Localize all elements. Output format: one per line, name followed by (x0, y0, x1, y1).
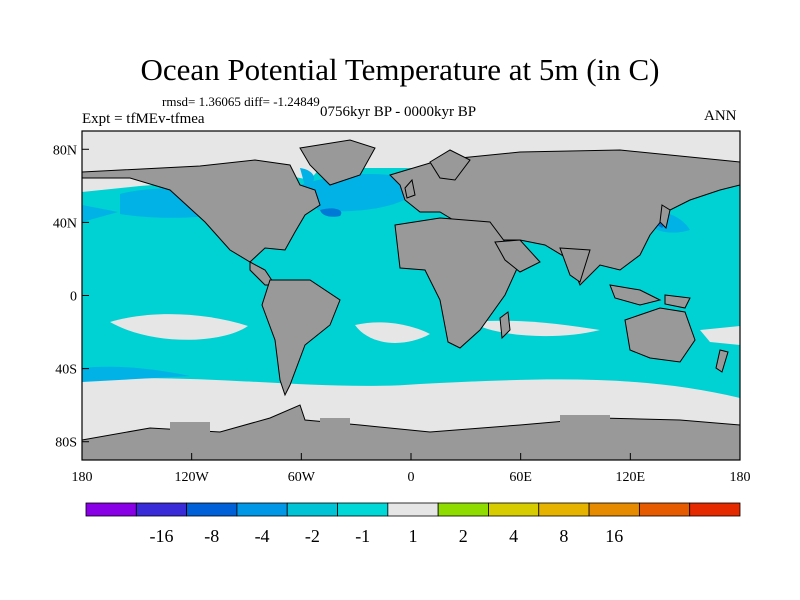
south-pacific-neutral (110, 314, 248, 340)
south-pacific-lightblue (82, 366, 190, 382)
experiment-label: Expt = tfMEv-tfmea (82, 111, 205, 127)
land-new-guinea (664, 294, 691, 309)
colorbar-box (85, 502, 137, 517)
map-plot-area (82, 131, 740, 460)
land-new-zealand (715, 349, 729, 373)
land-eurasia (389, 149, 740, 286)
colorbar-label: 4 (509, 526, 518, 546)
colorbar-label: 1 (409, 526, 418, 546)
x-tick-label: 120W (175, 470, 210, 485)
x-tick-label: 60W (288, 470, 316, 485)
colorbar-label: 16 (605, 526, 623, 546)
colorbar-box (186, 502, 238, 517)
colorbar-labels: -16 -8 -4 -2 -1 1 2 4 8 16 (149, 526, 623, 546)
colorbar-label: -4 (255, 526, 270, 546)
x-axis-ticks: 180 120W 60W 0 60E 120E 180 (72, 453, 751, 485)
x-tick-label: 120E (616, 470, 646, 485)
y-tick-label: 80N (53, 143, 77, 158)
land-australia (624, 307, 696, 363)
y-tick-label: 40S (55, 363, 77, 378)
map-title: Ocean Potential Temperature at 5m (in C) (140, 52, 660, 87)
land-madagascar (499, 311, 511, 340)
colorbar-label: -2 (305, 526, 320, 546)
land-maritime-continent (609, 284, 662, 306)
colorbar-box (689, 502, 741, 517)
x-tick-label: 0 (408, 470, 415, 485)
land-japan (659, 204, 671, 229)
colorbar-box (638, 502, 691, 517)
land-greenland (299, 139, 376, 186)
shelf-blocks (170, 415, 610, 434)
land-south-america (261, 279, 341, 397)
y-tick-label: 40N (53, 216, 77, 231)
land-india (559, 247, 591, 283)
colorbar-label: 2 (459, 526, 468, 546)
colorbar-box (236, 502, 288, 517)
colorbar-label: -16 (149, 526, 173, 546)
aleutian-lightblue (82, 205, 118, 222)
colorbar-box (387, 502, 439, 517)
colorbar-box (135, 502, 188, 517)
gulf-stream-spot (320, 208, 342, 217)
colorbar-box (337, 502, 389, 517)
colorbar-box (488, 502, 540, 517)
shelf-block-ross (170, 422, 210, 434)
stats-label: rmsd= 1.36065 diff= -1.24849 (162, 94, 320, 109)
y-axis-ticks: 80N 40N 0 40S 80S (53, 143, 89, 451)
shelf-block-weddell (320, 418, 350, 430)
colorbar-label: 8 (559, 526, 568, 546)
land-masses (82, 139, 740, 460)
land-scandinavia (429, 149, 471, 181)
land-africa (394, 217, 521, 349)
tasman-neutral (700, 326, 740, 345)
south-atlantic-neutral (355, 322, 430, 343)
colorbar-box (538, 502, 590, 517)
y-tick-label: 80S (55, 436, 77, 451)
colorbar-box (588, 502, 640, 517)
x-tick-label: 180 (72, 470, 93, 485)
y-tick-label: 0 (70, 290, 77, 305)
colorbar-box (286, 502, 338, 517)
colorbar-label: -8 (204, 526, 219, 546)
shelf-block-east (560, 415, 610, 425)
x-tick-label: 60E (509, 470, 532, 485)
colorbar (85, 502, 741, 517)
period-label: 0756kyr BP - 0000kyr BP (320, 104, 477, 120)
land-north-america (82, 159, 321, 263)
land-antarctica (82, 404, 740, 460)
colorbar-label: -1 (355, 526, 370, 546)
x-tick-label: 180 (730, 470, 751, 485)
colorbar-box (437, 502, 489, 517)
labrador-lightblue (300, 168, 315, 186)
land-uk (404, 178, 416, 199)
season-label: ANN (704, 108, 737, 124)
land-arabia (494, 239, 541, 273)
